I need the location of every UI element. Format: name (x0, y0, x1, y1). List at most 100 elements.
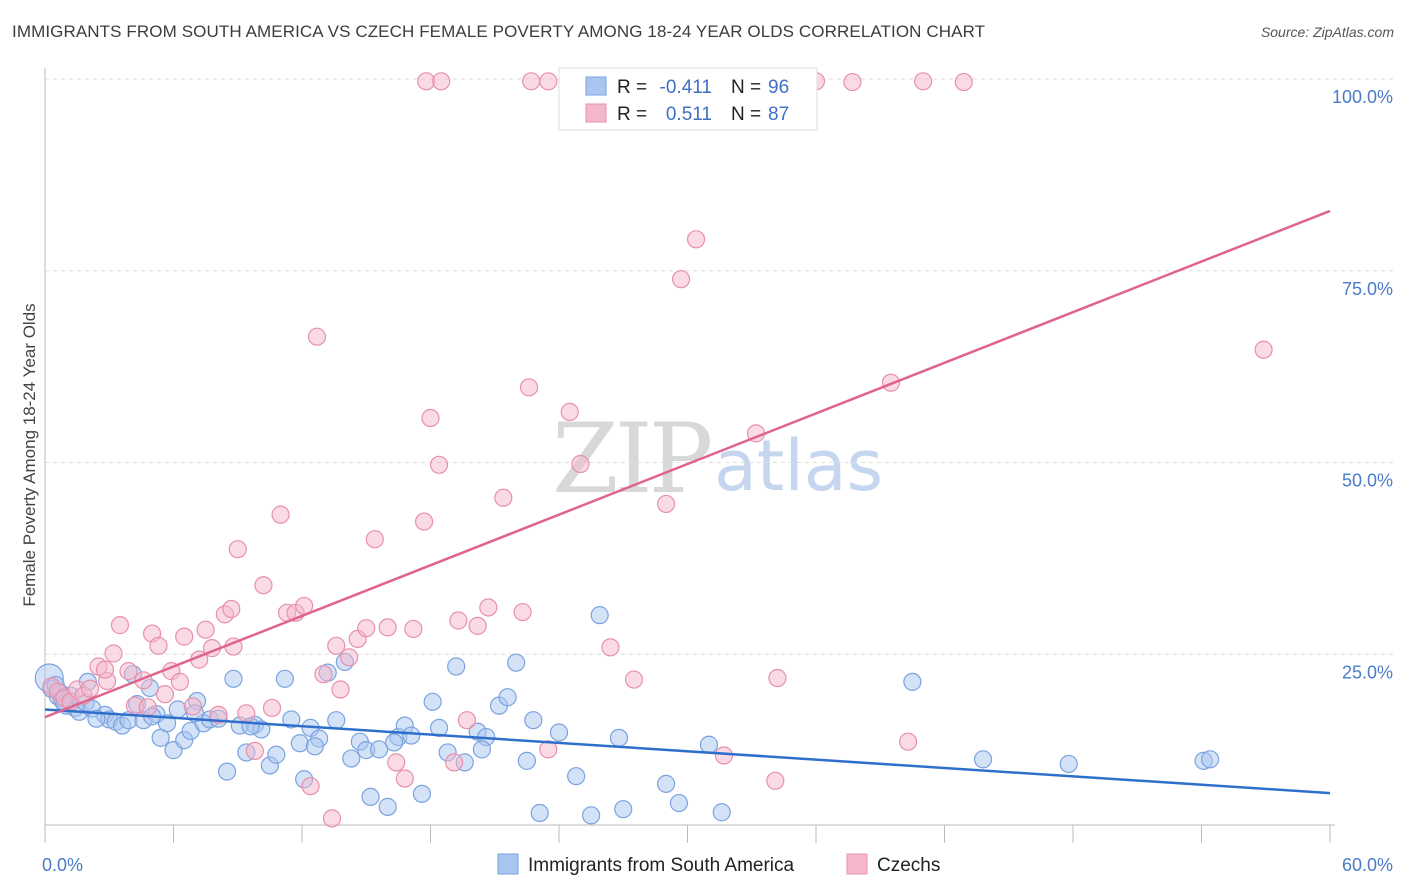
immigrants-point (157, 714, 177, 733)
immigrants-point (402, 726, 421, 745)
czechs-point (414, 512, 434, 531)
y-tick-label: 100.0% (1332, 87, 1393, 107)
immigrants-point (370, 740, 389, 759)
czechs-point (429, 455, 449, 474)
immigrants-point (1059, 754, 1078, 774)
trend-line-czechs (44, 209, 1331, 719)
immigrants-point (327, 711, 346, 730)
czechs-point (228, 540, 247, 559)
czechs-point (395, 769, 414, 788)
immigrants-point (290, 734, 309, 753)
czechs-point (601, 638, 620, 657)
czechs-point (104, 644, 123, 663)
immigrants-point (472, 740, 491, 759)
czechs-point (357, 619, 376, 638)
legend-r-label-1: R = (617, 77, 647, 98)
immigrants-point (224, 669, 243, 688)
czechs-point (183, 697, 202, 716)
czechs-point (522, 72, 541, 91)
x-ticks (44, 825, 1331, 843)
czechs-point (196, 620, 215, 639)
y-tick-label: 25.0% (1342, 662, 1393, 682)
immigrants-point (423, 692, 442, 711)
immigrants-point (168, 700, 187, 719)
immigrants-point (524, 711, 543, 730)
czechs-point (686, 230, 706, 249)
czechs-point (671, 270, 691, 289)
y-tick-label: 50.0% (1342, 471, 1393, 491)
immigrants-point (669, 793, 689, 813)
czechs-point (494, 488, 513, 507)
immigrants-point (447, 657, 466, 676)
immigrants-point (530, 803, 549, 823)
gridlines (45, 78, 1396, 655)
czechs-point (340, 648, 359, 667)
immigrants-point (712, 803, 731, 822)
czechs-point (479, 598, 498, 617)
czechs-point (307, 327, 327, 346)
czechs-point (913, 72, 933, 91)
czechs-point (222, 599, 241, 619)
watermark-atlas: atlas (714, 425, 883, 507)
legend-n-value-1: 96 (768, 77, 789, 98)
czechs-point (95, 660, 115, 679)
bottom-legend-swatch-immigrants (497, 853, 519, 875)
bottom-legend-label-immigrants: Immigrants from South America (528, 855, 795, 876)
bottom-legend-label-czechs: Czechs (877, 855, 940, 876)
czechs-point (322, 809, 342, 828)
series-czechs-points (42, 72, 1273, 828)
czechs-point (175, 627, 194, 646)
immigrants-point (217, 762, 237, 781)
czechs-point (898, 732, 918, 751)
immigrants-point (609, 728, 629, 747)
czechs-point (245, 741, 264, 760)
series-immigrants-points (34, 606, 1220, 825)
czechs-point (624, 670, 644, 689)
czechs-point (404, 619, 423, 639)
czechs-point (271, 505, 290, 524)
legend-swatch-immigrants (585, 76, 607, 96)
immigrants-point (903, 672, 922, 691)
legend-n-label-2: N = (731, 104, 761, 125)
czechs-point (301, 777, 320, 796)
bottom-legend: Immigrants from South America Czechs (497, 853, 940, 876)
czechs-point (457, 711, 477, 730)
czechs-point (365, 530, 384, 549)
y-axis-label: Female Poverty Among 18-24 Year Olds (20, 303, 39, 606)
czechs-point (119, 662, 138, 681)
czechs-point (513, 602, 532, 622)
legend-n-value-2: 87 (768, 104, 789, 125)
czechs-point (155, 685, 175, 704)
immigrants-point (973, 750, 993, 769)
immigrants-point (614, 800, 633, 819)
immigrants-point (267, 745, 286, 764)
immigrants-point (412, 784, 432, 803)
czechs-point (331, 680, 350, 699)
immigrants-point (656, 774, 676, 793)
trend-line-immigrants (44, 708, 1331, 795)
czechs-point (138, 698, 157, 717)
czechs-point (110, 616, 130, 635)
x-tick-label-min: 0.0% (42, 855, 83, 875)
immigrants-point (517, 751, 536, 770)
czechs-point (539, 72, 558, 91)
immigrants-point (549, 723, 569, 742)
czechs-point (539, 740, 558, 759)
immigrants-point (699, 735, 719, 754)
immigrants-point (282, 710, 301, 729)
legend-swatch-czechs (585, 103, 607, 123)
y-tick-label: 75.0% (1342, 279, 1393, 299)
czechs-point (262, 698, 282, 718)
czechs-point (170, 672, 190, 691)
czechs-point (314, 665, 333, 684)
legend-r-label-2: R = (617, 104, 647, 125)
czechs-point (519, 378, 539, 397)
immigrants-point (582, 806, 601, 825)
immigrants-point (507, 653, 526, 672)
czechs-point (237, 704, 256, 723)
czechs-point (421, 408, 440, 428)
chart-title: IMMIGRANTS FROM SOUTH AMERICA VS CZECH F… (12, 22, 986, 41)
czechs-point (571, 454, 590, 474)
czechs-point (714, 746, 734, 765)
